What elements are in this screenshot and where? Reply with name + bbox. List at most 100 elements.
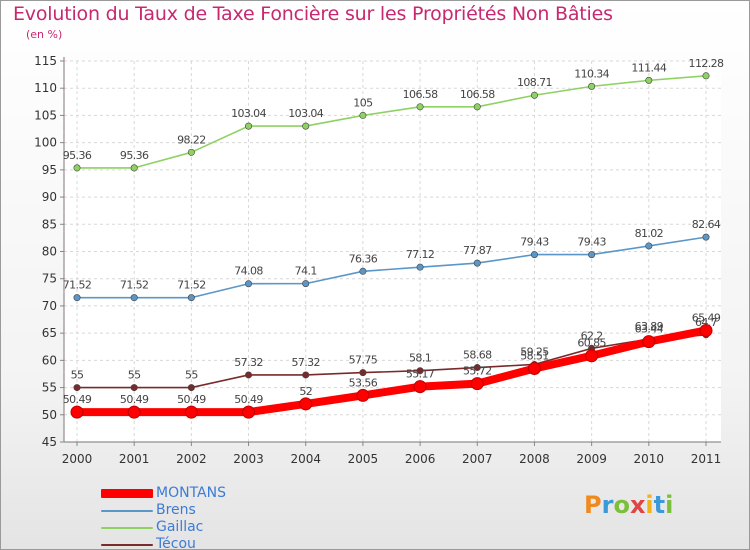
chart-subtitle: (en %) [26,28,63,41]
data-label-técou: 63.89 [635,320,664,333]
x-tick-label: 2002 [176,452,207,466]
x-tick-label: 2004 [290,452,321,466]
data-point-brens [130,294,138,302]
data-point-brens [73,294,81,302]
data-label-brens: 82.64 [692,218,721,231]
data-point-montans [299,397,313,411]
logo-letter: o [613,491,630,519]
data-label-gaillac: 103.04 [231,107,266,120]
data-point-montans [242,405,256,419]
data-point-montans [585,349,599,363]
data-point-brens [645,242,653,250]
data-point-montans [413,380,427,394]
data-label-brens: 76.36 [349,252,378,265]
logo-letter: i [645,491,654,519]
data-label-brens: 79.43 [520,236,549,249]
data-point-montans [642,335,656,349]
legend-swatch [101,543,153,546]
data-point-gaillac [73,164,81,172]
series-line-gaillac [76,75,707,169]
data-label-técou: 55 [185,369,198,382]
x-tick-label: 2007 [462,452,493,466]
data-label-gaillac: 98.22 [177,133,206,146]
data-point-montans [127,405,141,419]
y-tick-label: 85 [42,217,57,231]
x-tick-label: 2006 [405,452,436,466]
data-point-gaillac [302,122,310,130]
data-point-gaillac [359,111,367,119]
data-point-gaillac [645,76,653,84]
y-tick-label: 80 [42,245,57,259]
data-label-brens: 77.87 [463,244,492,257]
chart-legend: MONTANS Brens Gaillac Técou [101,485,226,550]
logo-letter: P [584,491,602,519]
x-tick-label: 2001 [119,452,150,466]
data-point-brens [473,259,481,267]
data-label-gaillac: 111.44 [631,61,666,74]
data-label-brens: 71.52 [177,279,206,292]
data-label-brens: 79.43 [577,236,606,249]
x-tick-label: 2008 [519,452,550,466]
data-point-montans [527,361,541,375]
data-point-gaillac [416,103,424,111]
data-label-técou: 58.68 [463,349,492,362]
data-label-montans: 58.51 [520,349,549,362]
data-label-montans: 50.49 [120,393,149,406]
y-tick-label: 100 [34,136,57,150]
data-label-técou: 58.1 [409,352,431,365]
legend-label: MONTANS [156,485,226,501]
data-label-brens: 71.52 [120,279,149,292]
data-point-gaillac [702,72,710,80]
y-tick-label: 65 [42,326,57,340]
y-tick-label: 115 [34,54,57,68]
data-point-montans [699,323,713,337]
data-label-montans: 55.72 [463,365,492,378]
legend-item: Técou [101,536,226,550]
data-label-técou: 55 [71,369,84,382]
legend-label: Brens [156,502,196,518]
data-point-gaillac [473,103,481,111]
data-label-gaillac: 106.58 [403,88,438,101]
data-point-montans [356,388,370,402]
legend-label: Técou [156,536,196,550]
legend-swatch [101,526,153,529]
data-label-técou: 57.32 [234,356,263,369]
data-label-gaillac: 106.58 [460,88,495,101]
data-label-técou: 59.25 [520,345,549,358]
x-tick-label: 2011 [691,452,722,466]
data-label-gaillac: 105 [353,96,373,109]
y-tick-label: 50 [42,408,57,422]
x-tick-label: 2009 [576,452,607,466]
y-tick-label: 110 [34,81,57,95]
data-label-montans: 50.49 [63,393,92,406]
data-point-montans [70,405,84,419]
data-label-brens: 74.1 [295,265,317,278]
data-point-gaillac [245,122,253,130]
y-tick-label: 105 [34,108,57,122]
logo-letter: t [653,491,666,519]
data-label-brens: 77.12 [406,248,435,261]
data-label-montans: 50.49 [177,393,206,406]
data-point-técou [73,384,81,392]
legend-item: Brens [101,502,226,519]
logo-letter: r [601,491,614,519]
y-tick-label: 70 [42,299,57,313]
series-line-brens [76,236,707,299]
x-tick-label: 2000 [62,452,93,466]
data-point-brens [302,280,310,288]
data-label-brens: 81.02 [635,227,664,240]
x-tick-label: 2003 [233,452,264,466]
data-point-brens [245,280,253,288]
data-label-gaillac: 112.28 [689,57,724,70]
data-point-gaillac [130,164,138,172]
data-label-gaillac: 95.36 [120,149,149,162]
data-label-montans: 60.85 [577,337,606,350]
data-point-brens [588,251,596,259]
data-point-brens [530,251,538,259]
x-tick-label: 2010 [634,452,665,466]
y-tick-label: 45 [42,435,57,449]
data-point-técou [245,371,253,379]
data-label-técou: 64.7 [695,316,718,329]
